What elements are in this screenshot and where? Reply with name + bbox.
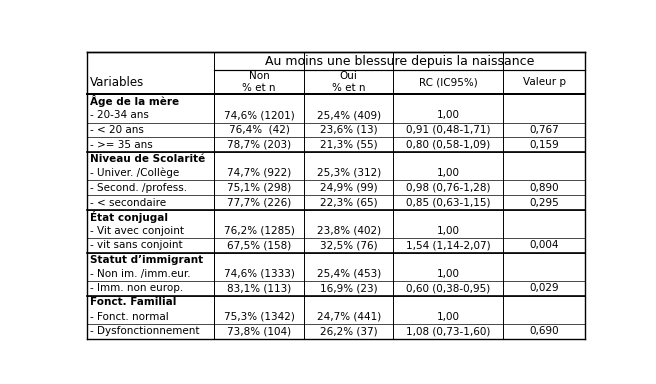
- Text: 78,7% (203): 78,7% (203): [227, 140, 291, 150]
- Text: - Imm. non europ.: - Imm. non europ.: [90, 283, 183, 293]
- Text: Au moins une blessure depuis la naissance: Au moins une blessure depuis la naissanc…: [265, 55, 535, 68]
- Text: 76,4%  (42): 76,4% (42): [228, 125, 289, 135]
- Text: 0,98 (0,76-1,28): 0,98 (0,76-1,28): [406, 183, 491, 193]
- Text: 76,2% (1285): 76,2% (1285): [224, 226, 295, 236]
- Text: 74,6% (1333): 74,6% (1333): [224, 268, 295, 279]
- Text: 1,00: 1,00: [437, 311, 460, 321]
- Text: 83,1% (113): 83,1% (113): [227, 283, 291, 293]
- Text: Valeur p: Valeur p: [523, 77, 565, 87]
- Text: 0,890: 0,890: [529, 183, 559, 193]
- Text: Oui
% et n: Oui % et n: [332, 71, 365, 93]
- Text: - >= 35 ans: - >= 35 ans: [90, 140, 152, 150]
- Text: - Vit avec conjoint: - Vit avec conjoint: [90, 226, 184, 236]
- Text: Niveau de Scolarité: Niveau de Scolarité: [90, 154, 205, 164]
- Text: 1,00: 1,00: [437, 268, 460, 279]
- Text: 0,60 (0,38-0,95): 0,60 (0,38-0,95): [406, 283, 491, 293]
- Text: 26,2% (37): 26,2% (37): [320, 326, 377, 336]
- Text: 25,3% (312): 25,3% (312): [317, 168, 380, 178]
- Text: 0,295: 0,295: [529, 197, 559, 208]
- Text: 21,3% (55): 21,3% (55): [320, 140, 377, 150]
- Text: 0,85 (0,63-1,15): 0,85 (0,63-1,15): [406, 197, 491, 208]
- Text: 67,5% (158): 67,5% (158): [227, 240, 291, 250]
- Text: - Second. /profess.: - Second. /profess.: [90, 183, 187, 193]
- Text: 0,029: 0,029: [529, 283, 559, 293]
- Text: 24,9% (99): 24,9% (99): [320, 183, 377, 193]
- Text: 25,4% (453): 25,4% (453): [317, 268, 380, 279]
- Text: 22,3% (65): 22,3% (65): [320, 197, 377, 208]
- Text: 0,80 (0,58-1,09): 0,80 (0,58-1,09): [406, 140, 491, 150]
- Text: - 20-34 ans: - 20-34 ans: [90, 110, 148, 120]
- Text: 25,4% (409): 25,4% (409): [317, 110, 380, 120]
- Text: RC (IC95%): RC (IC95%): [419, 77, 478, 87]
- Text: 74,6% (1201): 74,6% (1201): [224, 110, 295, 120]
- Text: 0,159: 0,159: [529, 140, 559, 150]
- Text: 32,5% (76): 32,5% (76): [320, 240, 377, 250]
- Text: 75,3% (1342): 75,3% (1342): [224, 311, 295, 321]
- Text: 23,8% (402): 23,8% (402): [317, 226, 380, 236]
- Text: 1,08 (0,73-1,60): 1,08 (0,73-1,60): [406, 326, 491, 336]
- Text: Variables: Variables: [90, 76, 144, 89]
- Text: 23,6% (13): 23,6% (13): [320, 125, 377, 135]
- Text: 73,8% (104): 73,8% (104): [227, 326, 291, 336]
- Text: 0,690: 0,690: [529, 326, 559, 336]
- Text: Fonct. Familial: Fonct. Familial: [90, 298, 176, 308]
- Text: État conjugal: État conjugal: [90, 210, 168, 223]
- Text: 24,7% (441): 24,7% (441): [317, 311, 380, 321]
- Text: - Univer. /Collège: - Univer. /Collège: [90, 168, 179, 178]
- Text: 0,91 (0,48-1,71): 0,91 (0,48-1,71): [406, 125, 491, 135]
- Text: 1,00: 1,00: [437, 168, 460, 178]
- Text: Âge de la mère: Âge de la mère: [90, 95, 178, 107]
- Text: 1,00: 1,00: [437, 226, 460, 236]
- Text: 75,1% (298): 75,1% (298): [227, 183, 291, 193]
- Text: 0,767: 0,767: [529, 125, 559, 135]
- Text: 0,004: 0,004: [529, 240, 559, 250]
- Text: 1,54 (1,14-2,07): 1,54 (1,14-2,07): [406, 240, 491, 250]
- Text: - < 20 ans: - < 20 ans: [90, 125, 144, 135]
- Text: - vit sans conjoint: - vit sans conjoint: [90, 240, 182, 250]
- Text: Statut d’immigrant: Statut d’immigrant: [90, 255, 203, 265]
- Text: 74,7% (922): 74,7% (922): [227, 168, 291, 178]
- Text: - < secondaire: - < secondaire: [90, 197, 166, 208]
- Text: 77,7% (226): 77,7% (226): [227, 197, 291, 208]
- Text: - Non im. /imm.eur.: - Non im. /imm.eur.: [90, 268, 190, 279]
- Text: Non
% et n: Non % et n: [242, 71, 276, 93]
- Text: 16,9% (23): 16,9% (23): [320, 283, 377, 293]
- Text: - Dysfonctionnement: - Dysfonctionnement: [90, 326, 199, 336]
- Text: 1,00: 1,00: [437, 110, 460, 120]
- Text: - Fonct. normal: - Fonct. normal: [90, 311, 169, 321]
